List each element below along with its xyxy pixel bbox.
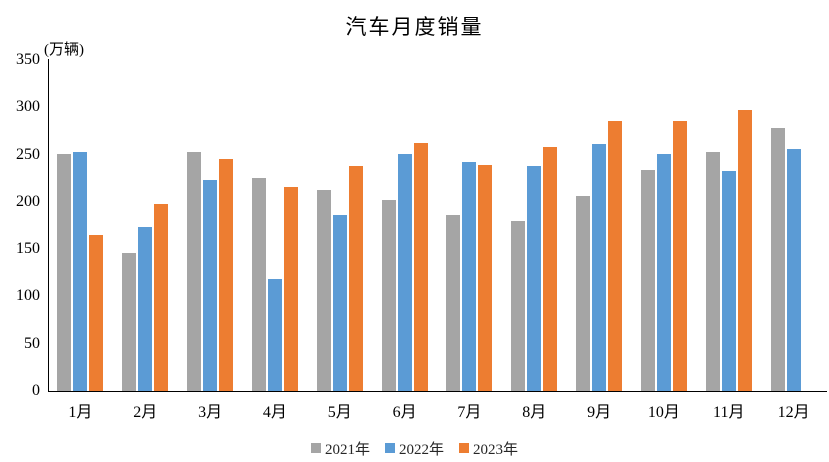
bar — [203, 179, 218, 391]
bar — [786, 149, 801, 391]
bar — [672, 121, 687, 391]
bar — [251, 178, 266, 391]
bar — [608, 120, 623, 391]
bar — [721, 170, 736, 391]
bar — [219, 159, 234, 391]
x-axis-label: 4月 — [262, 404, 287, 421]
y-axis-tick-label: 150 — [16, 240, 40, 258]
bar — [640, 170, 655, 391]
x-axis-label: 2月 — [133, 404, 158, 421]
bar — [737, 110, 752, 391]
y-axis-unit-label: (万辆) — [44, 42, 84, 58]
x-axis-label: 7月 — [457, 404, 482, 421]
bar — [462, 162, 477, 391]
y-axis-tick-label: 200 — [16, 192, 40, 210]
bar — [267, 279, 282, 391]
bar — [89, 235, 104, 391]
x-axis-label: 9月 — [587, 404, 612, 421]
y-axis-tick-label: 50 — [24, 334, 40, 352]
bar — [770, 127, 785, 391]
x-axis-label: 12月 — [777, 404, 810, 421]
legend-swatch — [310, 443, 321, 453]
legend-item: 2022年 — [384, 438, 444, 459]
legend-label: 2022年 — [398, 441, 444, 458]
x-axis-label: 10月 — [647, 404, 680, 421]
bar — [154, 204, 169, 391]
y-axis-tick-label: 0 — [32, 382, 40, 399]
bar — [138, 226, 153, 391]
legend-swatch — [384, 443, 395, 453]
bar — [527, 165, 542, 391]
x-axis-label: 5月 — [327, 404, 352, 421]
bar — [478, 165, 493, 391]
y-axis-tick-label: 250 — [16, 145, 40, 163]
bar — [381, 200, 396, 391]
bar — [592, 144, 607, 391]
bar — [576, 195, 591, 391]
bar — [348, 165, 363, 391]
legend-swatch — [459, 443, 469, 453]
y-axis-tick-label: 350 — [16, 51, 40, 68]
bar — [57, 154, 72, 391]
bar — [122, 253, 137, 391]
x-axis-label: 1月 — [68, 404, 93, 421]
bar — [656, 154, 671, 391]
bar — [446, 214, 461, 391]
bar — [397, 154, 412, 391]
x-axis-label: 6月 — [392, 404, 417, 421]
bar — [187, 152, 202, 391]
chart-title: 汽车月度销量 — [345, 15, 484, 39]
y-axis-line — [48, 59, 49, 392]
bar — [283, 186, 298, 391]
x-axis-line — [48, 391, 827, 392]
bar — [705, 152, 720, 391]
bar — [316, 189, 331, 391]
x-axis-label: 8月 — [522, 404, 547, 421]
x-axis-label: 3月 — [198, 404, 223, 421]
legend-item: 2023年 — [459, 438, 518, 459]
legend-label: 2021年 — [324, 441, 370, 458]
y-axis-tick-label: 300 — [16, 98, 40, 116]
bar — [543, 146, 558, 391]
legend-item: 2021年 — [310, 438, 370, 459]
bar — [413, 143, 428, 391]
legend: 2021年 2022年 2023年 — [0, 438, 829, 458]
bar — [511, 220, 526, 391]
legend-label: 2023年 — [473, 441, 519, 458]
bar — [332, 214, 347, 391]
bar — [73, 151, 88, 391]
y-axis-tick-label: 100 — [16, 287, 40, 305]
x-axis-label: 11月 — [713, 404, 745, 421]
